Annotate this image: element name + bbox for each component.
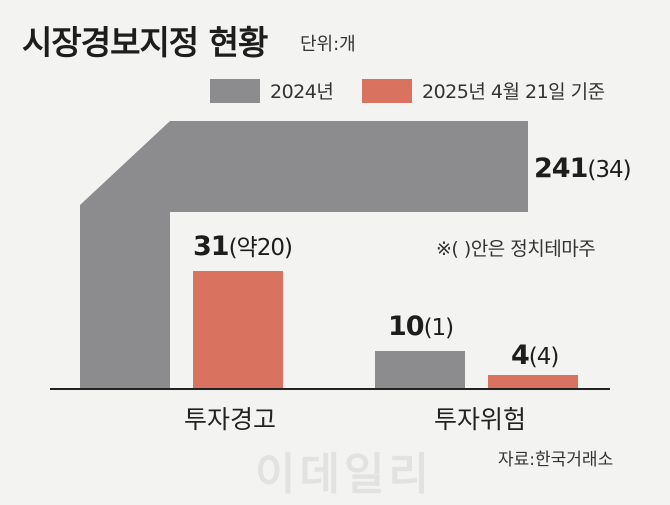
value-sub: (1) bbox=[423, 315, 455, 341]
value-label-2025-investment-warning: 31(약20) bbox=[193, 228, 293, 262]
value-label-2025-investment-risk: 4(4) bbox=[511, 340, 560, 371]
value-sub: (4) bbox=[528, 344, 560, 370]
legend-swatch-2024 bbox=[210, 78, 260, 103]
category-label-investment-risk: 투자위험 bbox=[433, 405, 526, 434]
legend-swatch-2025 bbox=[362, 78, 412, 103]
chart-title: 시장경보지정 현황 bbox=[22, 23, 268, 62]
footnote: ※( )안은 정치테마주 bbox=[436, 238, 596, 260]
bar-2024-investment-warning bbox=[80, 121, 528, 389]
category-label-investment-warning: 투자경고 bbox=[183, 405, 276, 434]
bar-2025-investment-risk bbox=[488, 375, 578, 389]
bar-2024-investment-risk bbox=[375, 351, 465, 389]
legend-item-2024: 2024년 bbox=[210, 77, 334, 104]
legend-label-2025: 2025년 4월 21일 기준 bbox=[422, 81, 605, 103]
value-main: 4 bbox=[511, 340, 530, 371]
legend-label-2024: 2024년 bbox=[270, 81, 334, 103]
unit-label: 단위:개 bbox=[300, 34, 356, 55]
value-label-2024-investment-warning: 241(34) bbox=[534, 153, 632, 184]
source-label: 자료:한국거래소 bbox=[498, 450, 614, 470]
value-main: 241 bbox=[534, 153, 588, 184]
value-sub: (34) bbox=[587, 157, 631, 183]
value-main: 10 bbox=[388, 311, 425, 342]
value-main: 31 bbox=[193, 231, 230, 262]
value-sub: (약20) bbox=[228, 235, 293, 261]
watermark-logo: 이데일리 bbox=[255, 449, 433, 500]
value-label-2024-investment-risk: 10(1) bbox=[388, 311, 455, 342]
bar-2025-investment-warning bbox=[193, 271, 283, 389]
legend-item-2025: 2025년 4월 21일 기준 bbox=[362, 77, 605, 104]
